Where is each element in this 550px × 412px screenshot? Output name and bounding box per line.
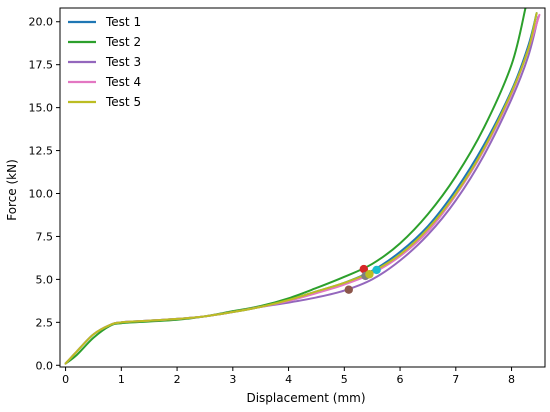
- legend-label-test-3: Test 3: [105, 55, 141, 69]
- y-tick-label-7.5: 7.5: [36, 230, 54, 243]
- marker-test-3: [344, 285, 353, 294]
- series-line-test-5: [64, 12, 538, 365]
- plot-frame: [59, 7, 546, 368]
- legend-label-test-1: Test 1: [105, 15, 141, 29]
- x-tick-label-4: 4: [285, 373, 292, 386]
- axis-layer: 0 1 2 3 4 5 6 7 8 0.0 2.5 5.0 7.5 10.0 12.5 15.0 17.5 20.…: [29, 7, 546, 386]
- y-tick-label-20: 20.0: [29, 16, 54, 29]
- x-tick-label-5: 5: [341, 373, 348, 386]
- marker-test-5: [365, 270, 374, 279]
- x-tick-label-8: 8: [508, 373, 515, 386]
- y-tick-label-0: 0.0: [36, 359, 54, 372]
- x-tick-label-3: 3: [229, 373, 236, 386]
- y-tick-label-17.5: 17.5: [29, 59, 54, 72]
- x-tick-label-7: 7: [452, 373, 459, 386]
- marker-test-2: [359, 264, 369, 274]
- marker-test-1: [372, 265, 381, 275]
- x-tick-label-6: 6: [397, 373, 404, 386]
- y-tick-label-5: 5.0: [36, 273, 54, 286]
- y-tick-label-2.5: 2.5: [36, 316, 54, 329]
- legend-label-test-5: Test 5: [105, 95, 141, 109]
- legend-label-test-4: Test 4: [105, 75, 141, 89]
- x-axis-label: Displacement (mm): [246, 391, 365, 405]
- y-tick-label-12.5: 12.5: [29, 145, 54, 158]
- y-axis-label: Force (kN): [5, 159, 19, 221]
- y-tick-label-10: 10.0: [29, 188, 54, 201]
- x-tick-label-0: 0: [62, 373, 69, 386]
- x-tick-label-2: 2: [174, 373, 181, 386]
- plot-layer: [64, 8, 541, 365]
- x-tick-label-1: 1: [118, 373, 125, 386]
- y-tick-label-15: 15.0: [29, 102, 54, 115]
- legend: Test 1 Test 2 Test 3 Test 4 Test 5: [68, 15, 141, 109]
- legend-label-test-2: Test 2: [105, 35, 141, 49]
- series-lines: [64, 8, 541, 365]
